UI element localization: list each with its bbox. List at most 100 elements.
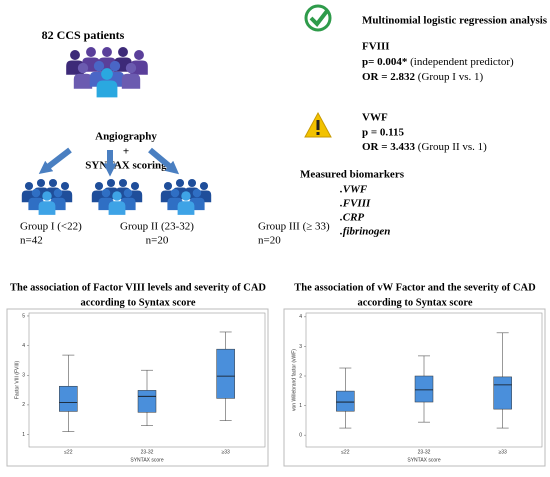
x-axis-label: SYNTAX score [407,457,440,463]
box [493,376,512,410]
check-mark [309,9,329,28]
procedure: Angiography [95,131,157,143]
person-body [121,73,141,89]
biomarker: .VWF [340,184,368,196]
chart-title: according to Syntax score [80,297,195,308]
y-axis-label: von Willebrand factor (vWF) [291,349,297,411]
y-tick-label: 2 [22,402,25,408]
biomarker: .fibrinogen [340,226,390,238]
or-note: (Group I vs. 1) [418,71,484,83]
person-body [108,201,126,215]
x-tick-label: 23-32 [418,449,431,455]
warning-mark [316,132,320,135]
x-tick-label: ≤22 [64,449,73,455]
person-body [96,80,118,98]
chart-frame [283,308,546,467]
arrow [38,147,72,175]
person-head [106,178,116,188]
analysis-title: Multinomial logistic regression analysis [362,15,548,27]
person-head [102,47,112,57]
person-head [77,62,89,74]
p-note: (independent predictor) [410,56,514,68]
x-tick-label: 23-32 [141,449,154,455]
person-body [73,73,93,89]
x-tick-label: ≥33 [499,449,508,455]
person-head [101,68,113,80]
biomarker: .FVIII [340,198,371,210]
person-head [163,181,173,191]
person-head [60,181,70,191]
box [336,390,355,412]
procedure: + [123,146,129,158]
x-tick-label: ≤22 [341,449,350,455]
or-value: OR = 3.433 [362,141,416,153]
person-head [199,181,209,191]
group-n: n=20 [146,235,169,247]
person-head [123,188,133,198]
y-tick-label: 0 [299,432,302,438]
y-tick-label: 2 [299,373,302,379]
p-value: p = 0.115 [362,127,405,139]
person-head [118,178,128,188]
box [414,375,434,403]
group-n: n=42 [20,235,43,247]
person-head [70,50,80,60]
or-value: OR = 2.832 [362,71,416,83]
group-label: Group II (23-32) [120,221,194,233]
y-tick-label: 1 [299,403,302,409]
check-icon [304,4,332,32]
marker-name: VWF [362,112,388,124]
person-head [170,188,180,198]
person-head [112,191,122,201]
biomarkers-title: Measured biomarkers [300,169,405,181]
person-head [48,178,58,188]
cohort-title: 82 CCS patients [42,28,125,42]
y-tick-label: 3 [22,373,25,379]
arrow [148,147,180,175]
plot-area [28,312,266,448]
person-head [31,188,41,198]
person-head [130,181,140,191]
box [216,348,235,399]
person-head [125,62,137,74]
p-value: p= 0.004* [362,56,408,68]
y-tick-label: 5 [22,313,25,319]
person-head [109,60,121,72]
p-line: p= 0.004* (independent predictor) [362,56,514,68]
person-head [175,178,185,188]
person-head [42,191,52,201]
person-body [177,201,195,215]
box [137,390,157,413]
warning-mark [316,120,320,130]
person-head [53,188,63,198]
chart-title: The association of Factor VIII levels an… [10,282,266,293]
or-note: (Group II vs. 1) [418,141,487,153]
group-label: Group III (≥ 33) [258,221,330,233]
person-head [181,191,191,201]
person-head [94,181,104,191]
biomarker: .CRP [340,212,364,224]
y-axis-label: Factor VIII (FVIII) [14,360,20,399]
or-line: OR = 3.433 (Group II vs. 1) [362,141,487,153]
person-head [192,188,202,198]
person-head [101,188,111,198]
chart-frame [6,308,269,467]
y-tick-label: 3 [299,344,302,350]
y-tick-label: 1 [22,432,25,438]
person-head [93,60,105,72]
procedure: SYNTAX scoring [85,160,167,172]
x-tick-label: ≥33 [222,449,231,455]
group-label: Group I (<22) [20,221,82,233]
y-tick-label: 4 [22,343,25,349]
box [59,385,78,412]
person-head [134,50,144,60]
marker-name: FVIII [362,41,390,53]
person-head [86,47,96,57]
icons [21,47,212,215]
person-head [187,178,197,188]
plot-area [305,312,543,448]
person-body [38,201,56,215]
y-tick-label: 4 [299,314,302,320]
or-line: OR = 2.832 (Group I vs. 1) [362,71,483,83]
